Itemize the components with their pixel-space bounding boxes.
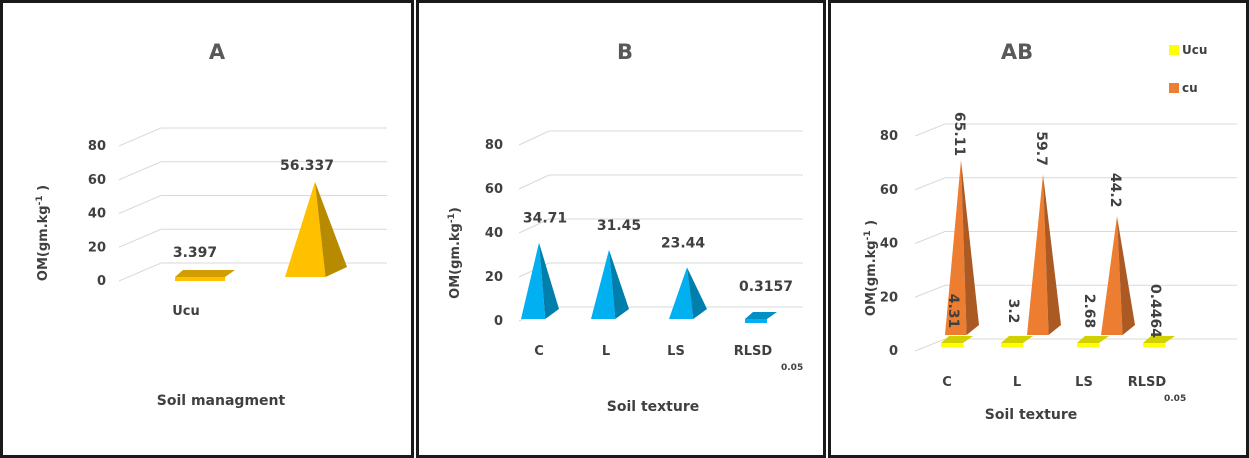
chart-ab-bar-ucu bbox=[1001, 336, 1033, 343]
chart-a-gridline bbox=[118, 228, 387, 248]
chart-a-category-label: Ucu bbox=[172, 304, 200, 319]
chart-b-bar-side bbox=[687, 267, 707, 319]
chart-ab-bar-cu-side bbox=[1117, 216, 1135, 335]
chart-b-gridline bbox=[518, 262, 803, 278]
chart-a-title: A bbox=[209, 40, 226, 64]
legend-label-cu: cu bbox=[1182, 81, 1198, 95]
chart-b-bar-side bbox=[609, 249, 629, 319]
chart-ab-bar-cu bbox=[945, 160, 967, 335]
chart-ab-bar-cu bbox=[1101, 216, 1123, 335]
chart-ab-x-axis-title: Soil texture bbox=[985, 407, 1077, 423]
chart-a-gridline bbox=[118, 161, 387, 181]
chart-ab-data-label-cu: 65.11 bbox=[951, 112, 967, 156]
chart-a-y-tick-label: 60 bbox=[88, 173, 106, 188]
chart-a-bar-side bbox=[315, 181, 347, 277]
chart-ab-gridline bbox=[914, 284, 1237, 298]
chart-ab-category-subscript: 0.05 bbox=[1164, 394, 1186, 404]
chart-ab-bar-ucu-front bbox=[1001, 343, 1023, 347]
chart-ab-category-label: RLSD bbox=[1128, 375, 1167, 390]
chart-ab-data-label-ucu: 2.68 bbox=[1081, 294, 1097, 329]
chart-b-y-tick-label: 80 bbox=[485, 138, 503, 153]
chart-ab-category-label: L bbox=[1013, 375, 1021, 390]
chart-b-bar bbox=[669, 267, 694, 319]
chart-ab-data-label-ucu: 0.4464 bbox=[1147, 284, 1163, 338]
chart-a-gridline bbox=[118, 195, 387, 214]
chart-a-bar-front bbox=[175, 277, 225, 281]
legend-swatch-cu bbox=[1169, 83, 1179, 93]
chart-ab-bar-cu-side bbox=[961, 160, 979, 335]
chart-ab-bar-ucu bbox=[1143, 336, 1175, 343]
chart-a-bar bbox=[285, 181, 326, 277]
chart-a-x-axis-title: Soil managment bbox=[157, 393, 286, 409]
chart-a-bar bbox=[175, 270, 235, 277]
chart-b-svg: B 0 20 40 60 80 34.71 31.45 23.44 0.3157 C L LS RL… bbox=[447, 40, 803, 415]
chart-b-gridline bbox=[518, 174, 803, 190]
legend-label-ucu: Ucu bbox=[1182, 43, 1207, 57]
chart-b-category-label: C bbox=[534, 344, 544, 359]
chart-a-y-axis-title: OM(gm.kg-1 ) bbox=[35, 185, 51, 281]
chart-ab-y-tick-label: 0 bbox=[889, 344, 898, 359]
chart-b-data-label: 31.45 bbox=[597, 218, 641, 234]
chart-ab-gridline bbox=[914, 338, 1237, 352]
chart-a-gridline bbox=[118, 262, 387, 282]
chart-ab-data-label-ucu: 4.31 bbox=[945, 294, 961, 329]
chart-a-y-tick-label: 80 bbox=[88, 139, 106, 154]
chart-b-x-axis-title: Soil texture bbox=[607, 399, 699, 415]
chart-b-bar bbox=[745, 312, 777, 319]
chart-ab-y-axis-title: OM(gm.kg-1 ) bbox=[863, 220, 879, 316]
chart-ab-title: AB bbox=[1001, 40, 1033, 64]
chart-ab-category-label: C bbox=[942, 375, 952, 390]
chart-a-y-tick-label: 20 bbox=[88, 240, 106, 255]
chart-panel-a: A 0 20 40 60 80 3.397 56.337 Ucu OM(gm.kg-1 )… bbox=[0, 0, 414, 458]
chart-ab-data-label-cu: 59.7 bbox=[1033, 131, 1049, 166]
chart-b-category-label: LS bbox=[667, 344, 685, 359]
chart-panel-ab: AB Ucu cu 0 20 40 60 80 65.11 59.7 44.2 4.31 3.2… bbox=[828, 0, 1249, 458]
chart-a-data-label: 56.337 bbox=[280, 158, 334, 174]
chart-ab-bar-ucu bbox=[1077, 336, 1109, 343]
chart-b-category-label: RLSD bbox=[734, 344, 773, 359]
legend-swatch-ucu bbox=[1169, 45, 1179, 55]
chart-b-bar-front bbox=[745, 319, 767, 323]
chart-b-data-label: 34.71 bbox=[523, 211, 567, 227]
chart-ab-bar-ucu-front bbox=[1143, 343, 1165, 347]
chart-ab-y-tick-label: 20 bbox=[880, 290, 898, 305]
chart-a-svg: A 0 20 40 60 80 3.397 56.337 Ucu OM(gm.kg-1 )… bbox=[35, 40, 387, 409]
chart-b-title: B bbox=[617, 40, 633, 64]
chart-b-category-subscript: 0.05 bbox=[781, 363, 803, 373]
chart-ab-data-label-ucu: 3.2 bbox=[1005, 299, 1021, 324]
chart-ab-bar-ucu-front bbox=[1077, 343, 1099, 347]
chart-ab-y-tick-label: 40 bbox=[880, 237, 898, 252]
chart-b-y-tick-label: 0 bbox=[494, 314, 503, 329]
chart-ab-category-label: LS bbox=[1075, 375, 1093, 390]
chart-ab-legend: Ucu cu bbox=[1169, 43, 1207, 95]
chart-b-y-tick-label: 40 bbox=[485, 226, 503, 241]
chart-ab-bar-cu-side bbox=[1043, 174, 1061, 335]
chart-ab-bar-cu bbox=[1027, 174, 1049, 335]
chart-a-gridline bbox=[118, 127, 387, 147]
chart-b-data-label: 23.44 bbox=[661, 235, 706, 251]
chart-b-bar-side bbox=[539, 242, 559, 319]
chart-b-gridline bbox=[518, 130, 803, 146]
chart-ab-bar-ucu-front bbox=[941, 343, 963, 347]
chart-b-gridline bbox=[518, 218, 803, 234]
chart-ab-svg: AB Ucu cu 0 20 40 60 80 65.11 59.7 44.2 4.31 3.2… bbox=[863, 40, 1237, 423]
chart-a-y-tick-label: 40 bbox=[88, 207, 106, 222]
chart-ab-data-label-cu: 44.2 bbox=[1107, 173, 1123, 208]
chart-ab-gridline bbox=[914, 177, 1237, 191]
chart-ab-gridline bbox=[914, 123, 1237, 137]
chart-b-data-label: 0.3157 bbox=[739, 279, 793, 295]
chart-ab-gridline bbox=[914, 231, 1237, 244]
chart-a-y-tick-label: 0 bbox=[97, 274, 106, 289]
chart-b-category-label: L bbox=[602, 344, 610, 359]
chart-b-y-tick-label: 20 bbox=[485, 270, 503, 285]
chart-a-data-label: 3.397 bbox=[173, 245, 217, 261]
chart-b-y-tick-label: 60 bbox=[485, 182, 503, 197]
chart-b-bar bbox=[521, 242, 546, 319]
chart-ab-bar-ucu bbox=[941, 336, 973, 343]
chart-b-bar bbox=[591, 249, 616, 319]
chart-panel-b: B 0 20 40 60 80 34.71 31.45 23.44 0.3157 C L LS RL… bbox=[416, 0, 826, 458]
chart-ab-y-tick-label: 80 bbox=[880, 129, 898, 144]
chart-b-y-axis-title: OM(gm.kg-1) bbox=[447, 207, 463, 299]
chart-ab-y-tick-label: 60 bbox=[880, 183, 898, 198]
